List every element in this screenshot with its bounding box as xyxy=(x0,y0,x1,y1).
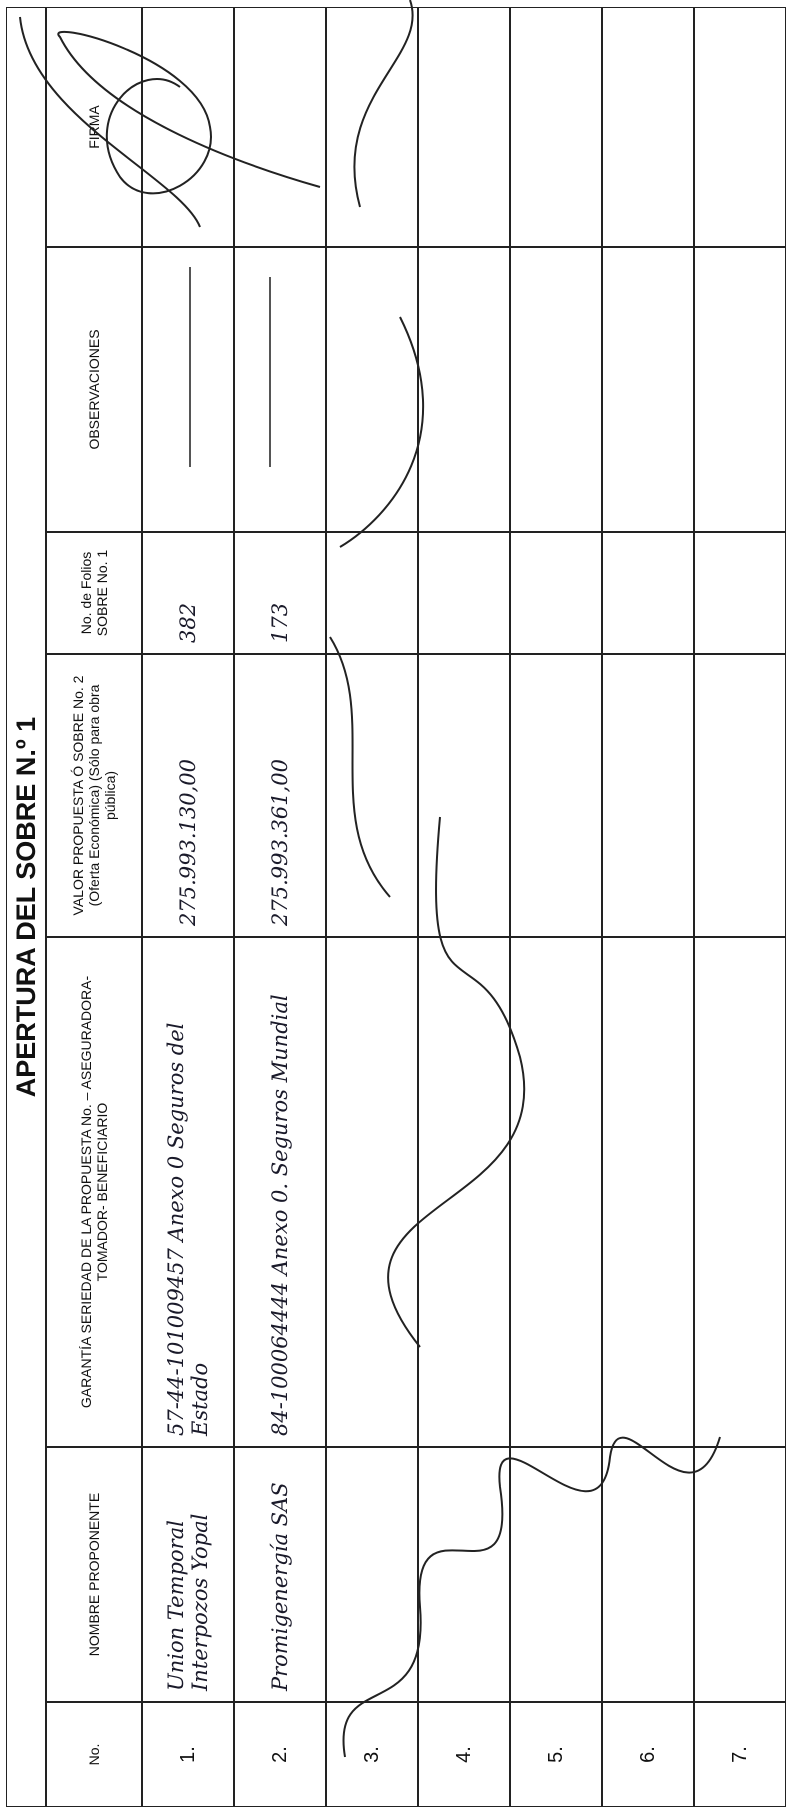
dash-stroke xyxy=(189,267,271,467)
signature xyxy=(57,30,321,195)
cancel-stroke xyxy=(353,0,414,208)
cancel-stroke xyxy=(387,816,526,1348)
cancel-stroke xyxy=(329,636,391,898)
signature xyxy=(19,16,201,228)
cancel-stroke xyxy=(342,1436,721,1758)
cancel-stroke xyxy=(339,316,425,548)
